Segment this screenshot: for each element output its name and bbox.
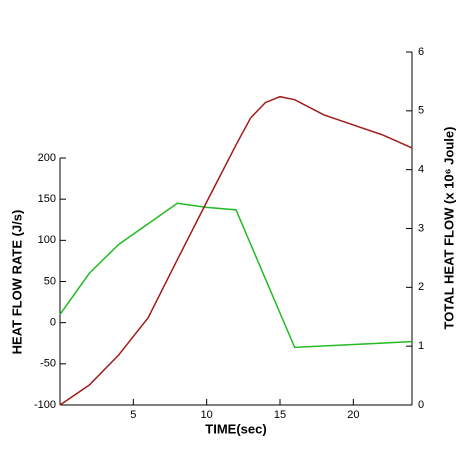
y-tick-label: 150 [38, 193, 56, 205]
y2-tick-label: 3 [418, 222, 424, 234]
y2-tick-label: 1 [418, 340, 424, 352]
x-axis-title: TIME(sec) [205, 421, 266, 436]
y-tick-label: -50 [40, 358, 56, 370]
y2-tick-label: 2 [418, 281, 424, 293]
y-tick-label: 0 [50, 317, 56, 329]
series-line [59, 202, 413, 349]
y-tick-label: 200 [38, 152, 56, 164]
y-axis-title: HEAT FLOW RATE (J/s) [9, 210, 24, 355]
y-tick-label: 100 [38, 234, 56, 246]
series-line [59, 95, 413, 406]
y2-tick-label: 0 [418, 399, 424, 411]
y-tick-label: -100 [34, 399, 56, 411]
y2-axis-title: TOTAL HEAT FLOW (x 10⁶ Joule) [441, 127, 456, 330]
y2-tick-label: 6 [418, 46, 424, 58]
y-tick-label: 50 [44, 275, 56, 287]
y2-tick-label: 5 [418, 105, 424, 117]
x-tick-label: 5 [130, 409, 136, 421]
x-tick-label: 15 [274, 409, 286, 421]
x-tick-label: 10 [201, 409, 213, 421]
y2-tick-label: 4 [418, 164, 424, 176]
x-tick-label: 20 [347, 409, 359, 421]
